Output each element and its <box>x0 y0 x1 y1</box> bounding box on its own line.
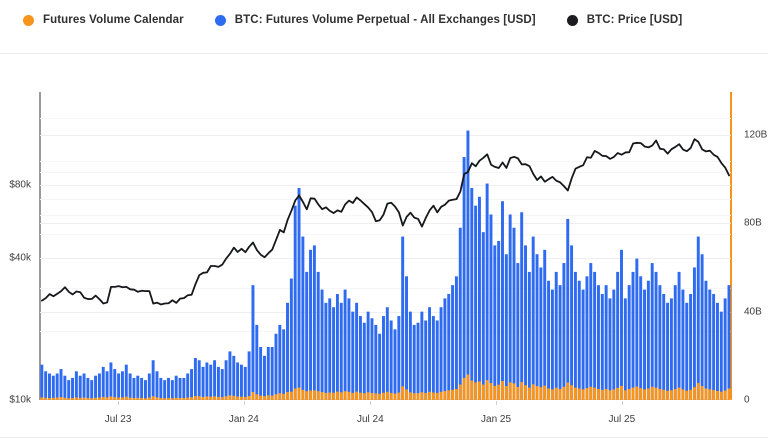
legend-label: Futures Volume Calendar <box>43 14 184 26</box>
y-axis-label-left: $10k <box>9 394 31 406</box>
y-axis-label-right: 0 <box>744 394 750 406</box>
legend: Futures Volume Calendar BTC: Futures Vol… <box>23 10 682 30</box>
x-axis-tick-mark <box>118 401 120 405</box>
legend-item-futures-volume-calendar[interactable]: Futures Volume Calendar <box>23 14 184 26</box>
right-axis-line <box>730 92 732 400</box>
x-axis-tick-mark <box>370 401 372 405</box>
y-axis-label-right: 80B <box>744 217 762 229</box>
y-axis-label-left: $80k <box>9 179 31 191</box>
chart-canvas[interactable] <box>40 93 731 400</box>
x-axis-tick-mark <box>496 401 498 405</box>
page-bottom-divider <box>0 437 768 438</box>
y-axis-label-right: 40B <box>744 306 762 318</box>
legend-item-btc-price[interactable]: BTC: Price [USD] <box>566 14 683 26</box>
legend-dot-orange-icon <box>23 14 34 26</box>
x-axis-label: Jul 25 <box>608 414 636 425</box>
legend-dot-black-icon <box>566 14 578 26</box>
y-axis-label-left: $40k <box>9 252 31 264</box>
x-axis-label: Jul 23 <box>104 414 132 425</box>
plot-area <box>40 93 731 400</box>
x-axis-tick-mark <box>243 401 245 405</box>
legend-item-futures-volume-perpetual[interactable]: BTC: Futures Volume Perpetual - All Exch… <box>214 14 536 26</box>
x-axis-label: Jan 25 <box>481 414 512 425</box>
x-axis-tick-mark <box>621 401 623 405</box>
x-axis-label: Jul 24 <box>356 414 384 425</box>
y-axis-label-right: 120B <box>744 129 768 141</box>
legend-label: BTC: Futures Volume Perpetual - All Exch… <box>234 14 536 26</box>
legend-dot-blue-icon <box>214 14 226 26</box>
left-axis-line <box>39 92 41 400</box>
x-axis-label: Jan 24 <box>228 414 259 425</box>
legend-divider <box>0 53 768 54</box>
legend-label: BTC: Price [USD] <box>586 14 683 26</box>
